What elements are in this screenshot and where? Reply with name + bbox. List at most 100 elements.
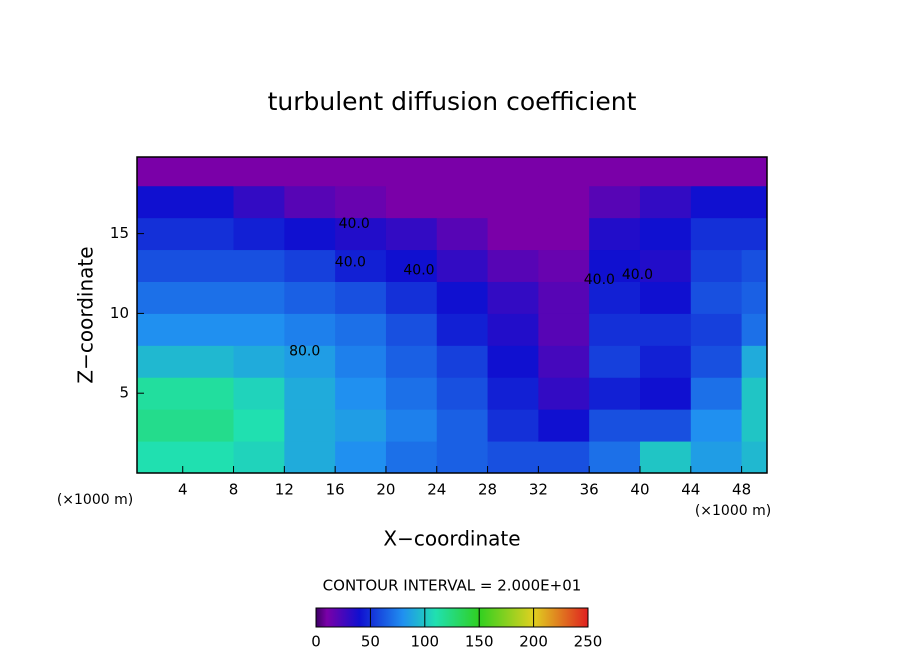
field-cell <box>335 441 387 473</box>
field-cell <box>589 281 641 314</box>
field-cell <box>589 409 641 442</box>
y-tick-label: 5 <box>119 384 129 402</box>
field-cell <box>538 185 590 219</box>
field-cell <box>284 377 336 410</box>
field-cell <box>741 345 767 378</box>
field-cell <box>182 249 235 282</box>
field-cell <box>589 185 641 219</box>
field-cell <box>182 409 235 442</box>
field-cell <box>538 313 590 346</box>
contour-label: 40.0 <box>622 267 653 283</box>
field-cell <box>639 409 692 442</box>
field-cell <box>284 157 336 187</box>
field-cell <box>741 313 767 346</box>
x-tick-label: 32 <box>529 481 548 499</box>
field-cell <box>639 157 692 187</box>
field-cell <box>589 249 641 282</box>
field-cell <box>538 377 590 410</box>
x-tick-label: 20 <box>376 481 395 499</box>
field-cell <box>639 185 692 219</box>
field-cell <box>284 217 336 251</box>
field-cell <box>284 441 336 473</box>
x-tick-label: 16 <box>326 481 345 499</box>
field-cell <box>182 157 235 187</box>
field-cell <box>589 377 641 410</box>
field-cell <box>690 409 743 442</box>
field-cell <box>538 249 590 282</box>
field-cell <box>182 185 235 219</box>
field-cell <box>639 249 692 282</box>
field-cell <box>639 217 692 251</box>
field-cell <box>690 157 743 187</box>
field-cell <box>385 281 438 314</box>
field-cell <box>335 281 387 314</box>
x-tick-label: 8 <box>229 481 239 499</box>
field-cell <box>639 377 692 410</box>
field-cell <box>436 345 489 378</box>
field-cell <box>182 217 235 251</box>
field-cell <box>487 441 539 473</box>
field-cell <box>589 345 641 378</box>
field-cell <box>436 157 489 187</box>
field-cell <box>690 313 743 346</box>
field-cell <box>538 345 590 378</box>
field-cell <box>284 313 336 346</box>
field-cell <box>538 217 590 251</box>
x-tick-label: 12 <box>275 481 294 499</box>
field-cell <box>284 281 336 314</box>
field-cell <box>690 185 743 219</box>
field-cell <box>233 281 285 314</box>
field-cell <box>233 249 285 282</box>
field-cell <box>487 409 539 442</box>
field-cell <box>639 345 692 378</box>
field-cell <box>335 409 387 442</box>
field-cell <box>538 157 590 187</box>
field-cell <box>335 377 387 410</box>
y-tick-label: 10 <box>110 304 129 322</box>
field-cell <box>233 185 285 219</box>
field-cell <box>538 441 590 473</box>
field-cell <box>741 217 767 251</box>
field-cell <box>182 345 235 378</box>
field-cell <box>436 441 489 473</box>
field-cell <box>741 377 767 410</box>
field-cell <box>233 217 285 251</box>
field-cell <box>335 157 387 187</box>
field-cell <box>137 409 184 442</box>
field-cell <box>487 249 539 282</box>
field-cell <box>233 313 285 346</box>
colorbar-tick-label: 150 <box>465 633 494 651</box>
colorbar-tick-label: 100 <box>410 633 439 651</box>
field-cell <box>487 217 539 251</box>
field-cell <box>233 157 285 187</box>
field-cell <box>335 345 387 378</box>
field-cell <box>589 157 641 187</box>
field-cell <box>639 313 692 346</box>
x-tick-label: 24 <box>427 481 446 499</box>
field-cell <box>137 377 184 410</box>
x-tick-label: 28 <box>478 481 497 499</box>
chart-title: turbulent diffusion coefficient <box>268 87 637 116</box>
field-cell <box>233 345 285 378</box>
x-tick-label: 44 <box>681 481 700 499</box>
field-cell <box>741 249 767 282</box>
field-cell <box>385 157 438 187</box>
field-cell <box>137 441 184 473</box>
field-cell <box>233 377 285 410</box>
field-cell <box>487 281 539 314</box>
field-cell <box>385 249 438 282</box>
field-cell <box>487 185 539 219</box>
field-cell <box>385 409 438 442</box>
x-tick-label: 4 <box>178 481 188 499</box>
field-cell <box>690 345 743 378</box>
field-cell <box>639 441 692 473</box>
field-cell <box>182 441 235 473</box>
field-cell <box>538 409 590 442</box>
field-cell <box>385 313 438 346</box>
x-unit: (×1000 m) <box>695 503 771 519</box>
field-cell <box>436 185 489 219</box>
field-cell <box>284 409 336 442</box>
contour-label: 40.0 <box>584 272 615 288</box>
y-tick-label: 15 <box>110 224 129 242</box>
